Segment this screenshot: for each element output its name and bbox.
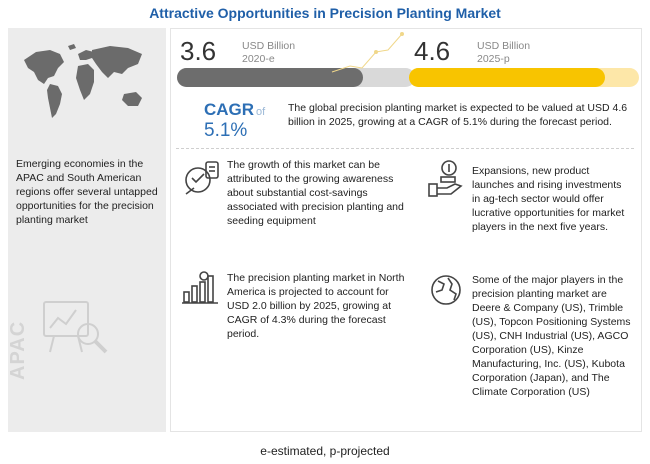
globe-icon [431, 275, 461, 305]
page-title: Attractive Opportunities in Precision Pl… [149, 5, 501, 21]
main-panel [170, 28, 642, 432]
north-america-text: The precision planting market in North A… [227, 272, 405, 340]
major-players-text: Some of the major players in the precisi… [472, 274, 631, 398]
market-2020-value: 3.6 [180, 36, 217, 66]
market-2020-unit: USD Billion [242, 40, 296, 52]
bar-chart-growth-icon [182, 271, 218, 304]
section-divider [176, 148, 634, 149]
cagr-description: The global precision planting market is … [288, 102, 628, 128]
left-panel-text: Emerging economies in the APAC and South… [16, 158, 158, 226]
market-2025-unit: USD Billion [477, 40, 531, 52]
market-2025-bar [409, 68, 605, 87]
cagr-value: 5.1% [204, 120, 248, 141]
hand-money-icon [428, 160, 463, 197]
analytics-magnifier-icon [43, 301, 108, 354]
market-2025-value: 4.6 [414, 36, 451, 66]
market-2020-year: 2020-e [242, 53, 275, 65]
growth-attribution-text: The growth of this market can be attribu… [227, 159, 404, 227]
market-2025-year: 2025-p [477, 53, 510, 65]
footnote: e-estimated, p-projected [260, 444, 390, 458]
expansions-text: Expansions, new product launches and ris… [472, 165, 625, 233]
region-label: APAC [7, 320, 29, 380]
cagr-of-label: of [256, 106, 266, 118]
savings-piggy-icon [185, 161, 219, 195]
decorative-line-icon [331, 32, 404, 73]
world-map-icon [24, 44, 142, 118]
cagr-label: CAGR [204, 100, 255, 119]
market-2020-bar [177, 68, 363, 87]
